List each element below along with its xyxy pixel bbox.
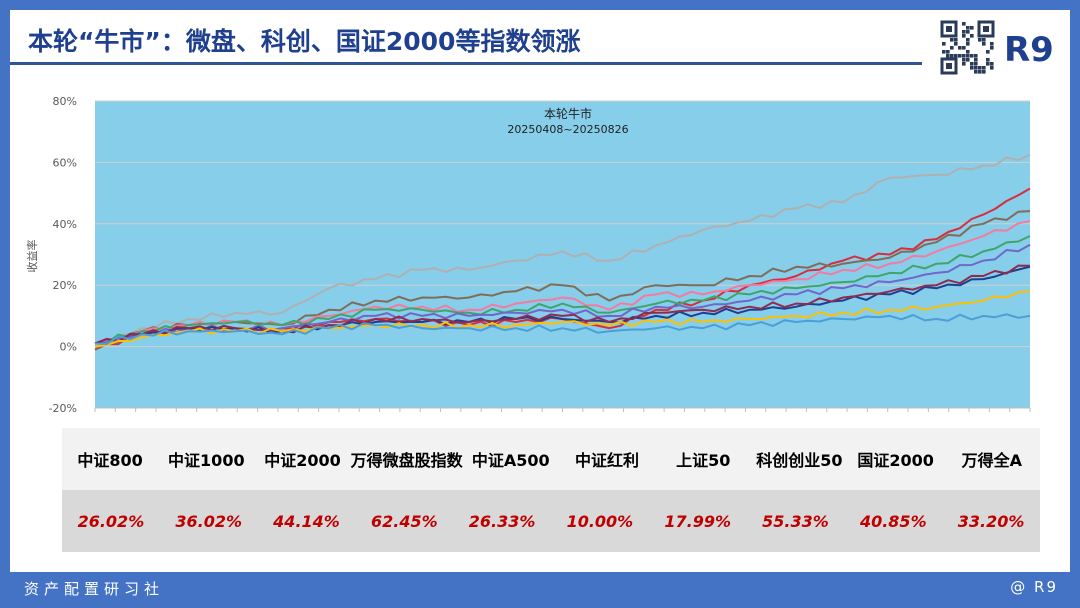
table-header-cell: 中证1000 bbox=[168, 451, 245, 470]
series-line bbox=[94, 153, 1031, 348]
table-header-cell: 上证50 bbox=[676, 451, 731, 470]
table-header-cell: 中证800 bbox=[77, 451, 143, 470]
table-header-row: 中证800 中证1000 中证2000 万得微盘股指数 中证A500 中证红利 上证50 科创… bbox=[62, 428, 1040, 490]
table-value-cell: 40.85% bbox=[859, 511, 927, 531]
table-header-cell: 中证2000 bbox=[264, 451, 341, 470]
y-tick-label: 0% bbox=[60, 341, 77, 354]
y-axis-label: 收益率 bbox=[25, 240, 39, 273]
y-tick-label: 60% bbox=[53, 156, 77, 169]
footer-brand-text: 资产配置研习社 bbox=[24, 580, 165, 598]
table-header-cell: 中证A500 bbox=[471, 451, 550, 470]
table-value-cell: 26.02% bbox=[77, 511, 145, 531]
qr-code-icon bbox=[940, 20, 995, 75]
table-header-cell: 万得微盘股指数 bbox=[350, 451, 463, 470]
table-value-cell: 26.33% bbox=[468, 511, 536, 531]
series-line bbox=[94, 290, 1031, 348]
table-header-cell: 中证红利 bbox=[574, 451, 639, 470]
plot-area bbox=[95, 101, 1030, 408]
returns-table: 中证800 中证1000 中证2000 万得微盘股指数 中证A500 中证红利 上证50 科创… bbox=[62, 428, 1040, 552]
y-tick-label: 20% bbox=[53, 279, 77, 292]
title-underline bbox=[10, 62, 922, 65]
table-value-cell: 62.45% bbox=[370, 511, 438, 531]
series-line bbox=[94, 313, 1031, 345]
y-tick-label: 80% bbox=[53, 95, 77, 108]
table-value-cell: 33.20% bbox=[957, 511, 1025, 531]
series-line bbox=[94, 235, 1031, 345]
returns-line-chart: 80% 60% 40% 20% 0% -20% 本轮牛市 20250408~2025082… bbox=[25, 95, 1031, 415]
table-value-cell: 10.00% bbox=[566, 511, 634, 531]
chart-title: 本轮牛市 bbox=[544, 106, 592, 121]
brand-logo: R9 bbox=[1004, 30, 1054, 70]
y-tick-label: -20% bbox=[49, 402, 77, 415]
table-value-cell: 17.99% bbox=[664, 511, 731, 531]
page-title: 本轮“牛市”：微盘、科创、国证2000等指数领涨 bbox=[28, 27, 581, 56]
table-header-cell: 国证2000 bbox=[857, 451, 934, 470]
footer-handle: @ R9 bbox=[1010, 578, 1058, 596]
table-value-cell: 36.02% bbox=[175, 511, 243, 531]
chart-subtitle: 20250408~20250826 bbox=[507, 123, 628, 136]
table-value-cell: 55.33% bbox=[762, 511, 829, 531]
table-header-cell: 万得全A bbox=[961, 451, 1023, 470]
table-value-row: 26.02% 36.02% 44.14% 62.45% 26.33% 10.00% 17.9… bbox=[62, 490, 1040, 552]
table-header-cell: 科创创业50 bbox=[756, 451, 843, 470]
table-value-cell: 44.14% bbox=[273, 511, 340, 531]
y-tick-label: 40% bbox=[53, 218, 77, 231]
